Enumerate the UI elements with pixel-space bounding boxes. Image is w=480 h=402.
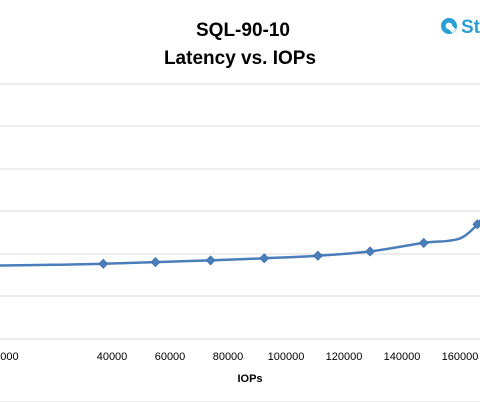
logo: St (441, 17, 480, 38)
chart-title-line-1: SQL-90-10 (196, 20, 290, 41)
x-tick-label-5: 100000 (268, 351, 305, 363)
data-point-1 (150, 257, 161, 268)
logo-text: St (461, 17, 480, 38)
x-tick-label-7: 140000 (384, 351, 421, 363)
data-point-6 (418, 237, 429, 248)
chart-title-line-2: Latency vs. IOPs (164, 48, 316, 69)
x-tick-label-2: 40000 (97, 351, 128, 363)
data-markers (98, 219, 480, 269)
data-point-4 (312, 250, 323, 261)
x-tick-label-4: 80000 (213, 351, 244, 363)
x-tick-label-edge: 20000 (0, 351, 19, 363)
data-point-0 (98, 258, 109, 269)
x-tick-label-3: 60000 (155, 351, 186, 363)
x-tick-labels: 40000 60000 80000 100000 120000 140000 160000 2… (0, 351, 478, 363)
data-point-2 (205, 255, 216, 266)
data-point-3 (259, 253, 270, 264)
x-axis-label: IOPs (237, 373, 262, 385)
x-tick-label-6: 120000 (326, 351, 363, 363)
grid-lines (0, 83, 480, 402)
data-point-5 (365, 246, 376, 257)
storagereview-logo-icon (441, 18, 457, 34)
data-point-7 (472, 219, 480, 230)
x-tick-label-8: 160000 (442, 351, 479, 363)
